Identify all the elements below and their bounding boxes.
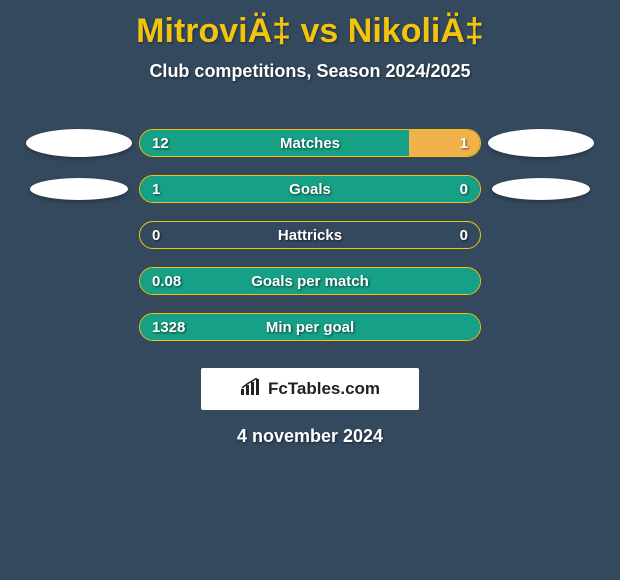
stat-row: 0 Hattricks 0 bbox=[0, 212, 620, 258]
stat-bar: 0 Hattricks 0 bbox=[139, 221, 481, 249]
stat-bar: 1328 Min per goal bbox=[139, 313, 481, 341]
stat-label: Hattricks bbox=[140, 222, 480, 248]
stat-label: Min per goal bbox=[140, 314, 480, 340]
stat-row: 12 Matches 1 bbox=[0, 120, 620, 166]
stat-rows: 12 Matches 1 1 Goals 0 0 bbox=[0, 120, 620, 350]
brand-chart-icon bbox=[240, 378, 268, 401]
brand-text: FcTables.com bbox=[268, 379, 380, 399]
brand-badge: FcTables.com bbox=[201, 368, 419, 410]
stat-right-value: 0 bbox=[460, 176, 468, 202]
comparison-widget: MitroviÄ‡ vs NikoliÄ‡ Club competitions,… bbox=[0, 0, 620, 580]
player-badge-left bbox=[26, 129, 132, 157]
stat-right-value: 0 bbox=[460, 222, 468, 248]
right-badge-slot bbox=[481, 129, 601, 157]
player-badge-right bbox=[488, 129, 594, 157]
page-title: MitroviÄ‡ vs NikoliÄ‡ bbox=[0, 0, 620, 51]
player-badge-right bbox=[492, 178, 590, 200]
stat-bar: 1 Goals 0 bbox=[139, 175, 481, 203]
stat-bar: 0.08 Goals per match bbox=[139, 267, 481, 295]
stat-label: Matches bbox=[140, 130, 480, 156]
stat-bar: 12 Matches 1 bbox=[139, 129, 481, 157]
player-badge-left bbox=[30, 178, 128, 200]
left-badge-slot bbox=[19, 178, 139, 200]
stat-row: 1328 Min per goal bbox=[0, 304, 620, 350]
right-badge-slot bbox=[481, 178, 601, 200]
stat-label: Goals per match bbox=[140, 268, 480, 294]
date-label: 4 november 2024 bbox=[0, 426, 620, 447]
stat-row: 0.08 Goals per match bbox=[0, 258, 620, 304]
stat-row: 1 Goals 0 bbox=[0, 166, 620, 212]
left-badge-slot bbox=[19, 129, 139, 157]
page-subtitle: Club competitions, Season 2024/2025 bbox=[0, 61, 620, 82]
stat-label: Goals bbox=[140, 176, 480, 202]
stat-right-value: 1 bbox=[460, 130, 468, 156]
